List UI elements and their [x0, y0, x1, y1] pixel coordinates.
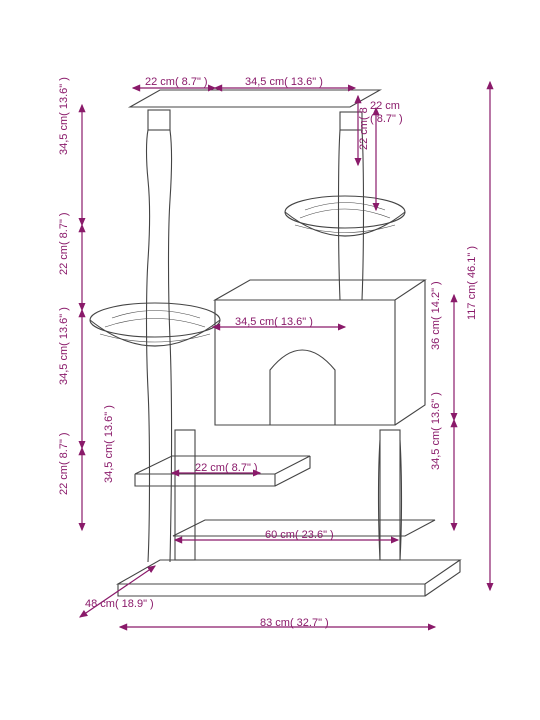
dim-d9: 117 cm( 46.1" )	[466, 246, 478, 320]
dim-d16: 83 cm( 32.7" )	[260, 617, 329, 629]
dim-d8: 22 cm( 8.7" )	[58, 432, 70, 495]
dim-d7: 34,5 cm( 13.6" )	[58, 307, 70, 385]
dim-d3: 22 cm	[370, 100, 400, 112]
dim-d13: 22 cm( 8.7" )	[195, 462, 258, 474]
dim-d15: 60 cm( 23.6" )	[265, 529, 334, 541]
dim-d6: 22 cm( 8.7" )	[58, 212, 70, 275]
dim-d1: 22 cm( 8.7" )	[145, 76, 208, 88]
dim-d3b: ( 8.7" )	[370, 113, 403, 125]
dim-d12: 34,5 cm( 13.6" )	[235, 316, 313, 328]
dim-diagram	[0, 0, 540, 720]
dim-d10: 36 cm( 14.2" )	[430, 281, 442, 350]
dim-d14: 34,5 cm( 13.6" )	[103, 405, 115, 483]
dim-d17: 48 cm( 18.9" )	[85, 598, 154, 610]
dim-d5: 34,5 cm( 13.6" )	[58, 77, 70, 155]
dim-d4: 22 cm( 8	[358, 107, 370, 150]
dim-d11: 34,5 cm( 13.6" )	[430, 392, 442, 470]
dim-d2: 34,5 cm( 13.6" )	[245, 76, 323, 88]
